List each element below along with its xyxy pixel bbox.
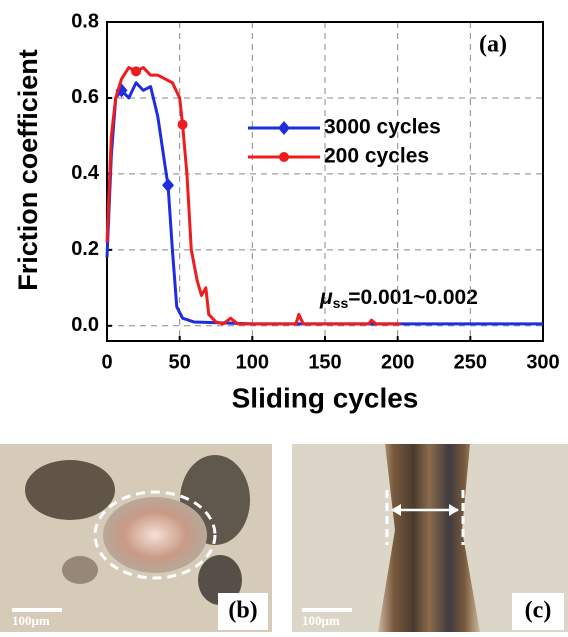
y-axis-label: Friction coefficient <box>13 49 43 291</box>
annotation-symbol: μ <box>319 286 333 309</box>
annotation-subscript: ss <box>333 295 349 311</box>
y-tick-label: 0.8 <box>71 10 99 32</box>
y-tick-label: 0.4 <box>71 162 100 184</box>
marker <box>131 66 142 77</box>
y-tick-label: 0.2 <box>71 238 99 260</box>
panel-label: (c) <box>525 598 552 624</box>
x-tick-label: 300 <box>526 351 559 373</box>
legend-marker <box>278 121 290 135</box>
x-tick-label: 150 <box>308 351 341 373</box>
scale-label: 100μm <box>302 613 340 628</box>
panel-label: (b) <box>228 598 257 624</box>
x-tick-label: 100 <box>236 351 269 373</box>
x-tick-label: 250 <box>454 351 487 373</box>
marker <box>162 178 175 193</box>
y-tick-label: 0.0 <box>71 314 99 336</box>
micrograph-c: 100μm (c) <box>292 444 568 632</box>
x-tick-label: 0 <box>101 351 112 373</box>
panel-label: (a) <box>479 32 507 58</box>
x-tick-label: 200 <box>381 351 414 373</box>
annotation: μss=0.001~0.002 <box>319 286 478 311</box>
x-axis-label: Sliding cycles <box>232 382 419 413</box>
micrograph-b: 100μm (b) <box>0 444 272 632</box>
plot-frame <box>106 21 544 342</box>
marker <box>177 119 188 130</box>
scale-label: 100μm <box>12 613 50 628</box>
x-tick-label: 50 <box>169 351 191 373</box>
legend-label: 3000 cycles <box>324 116 441 139</box>
legend-marker <box>279 152 289 162</box>
y-tick-label: 0.6 <box>71 86 99 108</box>
legend-label: 200 cycles <box>324 145 429 168</box>
annotation-text: =0.001~0.002 <box>348 286 478 309</box>
